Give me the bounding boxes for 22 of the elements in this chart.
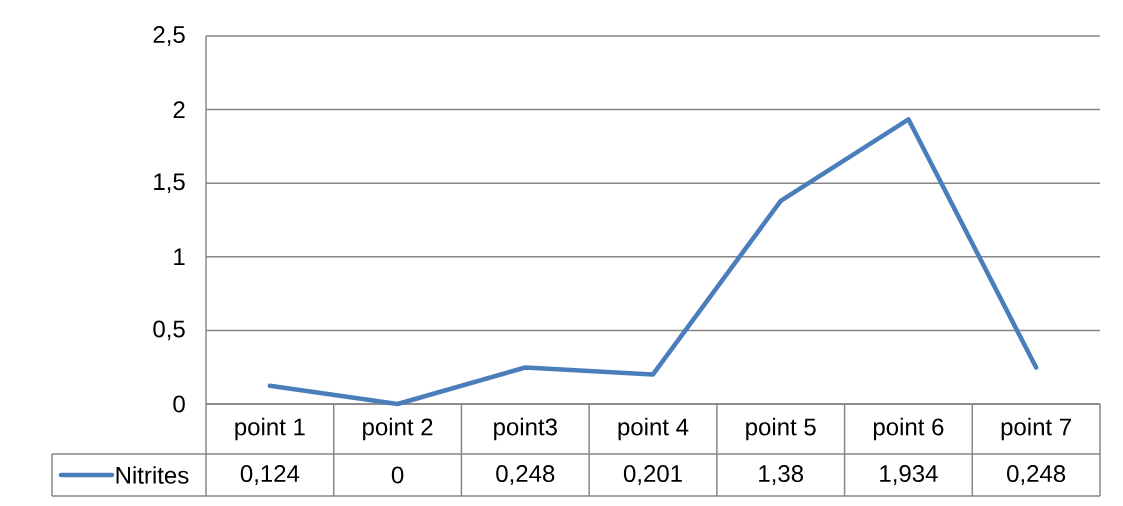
y-tick-label: 1 xyxy=(174,248,185,266)
y-tick-label: 1,5 xyxy=(154,173,185,193)
data-label: 1,38 xyxy=(759,465,804,485)
x-tick-label: point3 xyxy=(494,417,557,441)
x-tick-label: point 6 xyxy=(873,417,944,441)
line-series xyxy=(267,117,1039,407)
data-label: 0 xyxy=(391,466,404,484)
x-tick-label: point 7 xyxy=(1001,417,1071,441)
x-tick-label: point 1 xyxy=(235,417,305,441)
data-label: 1,934 xyxy=(880,465,938,485)
y-tick-label: 2,5 xyxy=(153,26,185,46)
data-label: 0,248 xyxy=(1007,465,1066,485)
x-tick-label: point 4 xyxy=(618,417,689,441)
data-label: 0,248 xyxy=(496,465,555,485)
data-label: 0,201 xyxy=(623,465,682,485)
data-label: 0,124 xyxy=(240,465,300,485)
y-tick-label: 0,5 xyxy=(153,320,185,341)
y-tick-label: 2 xyxy=(173,101,185,118)
x-tick-label: point 2 xyxy=(363,417,433,441)
x-tick-label: point 5 xyxy=(746,417,816,441)
y-tick-label: 0 xyxy=(173,395,185,413)
legend-label: Nitrites xyxy=(116,466,189,484)
